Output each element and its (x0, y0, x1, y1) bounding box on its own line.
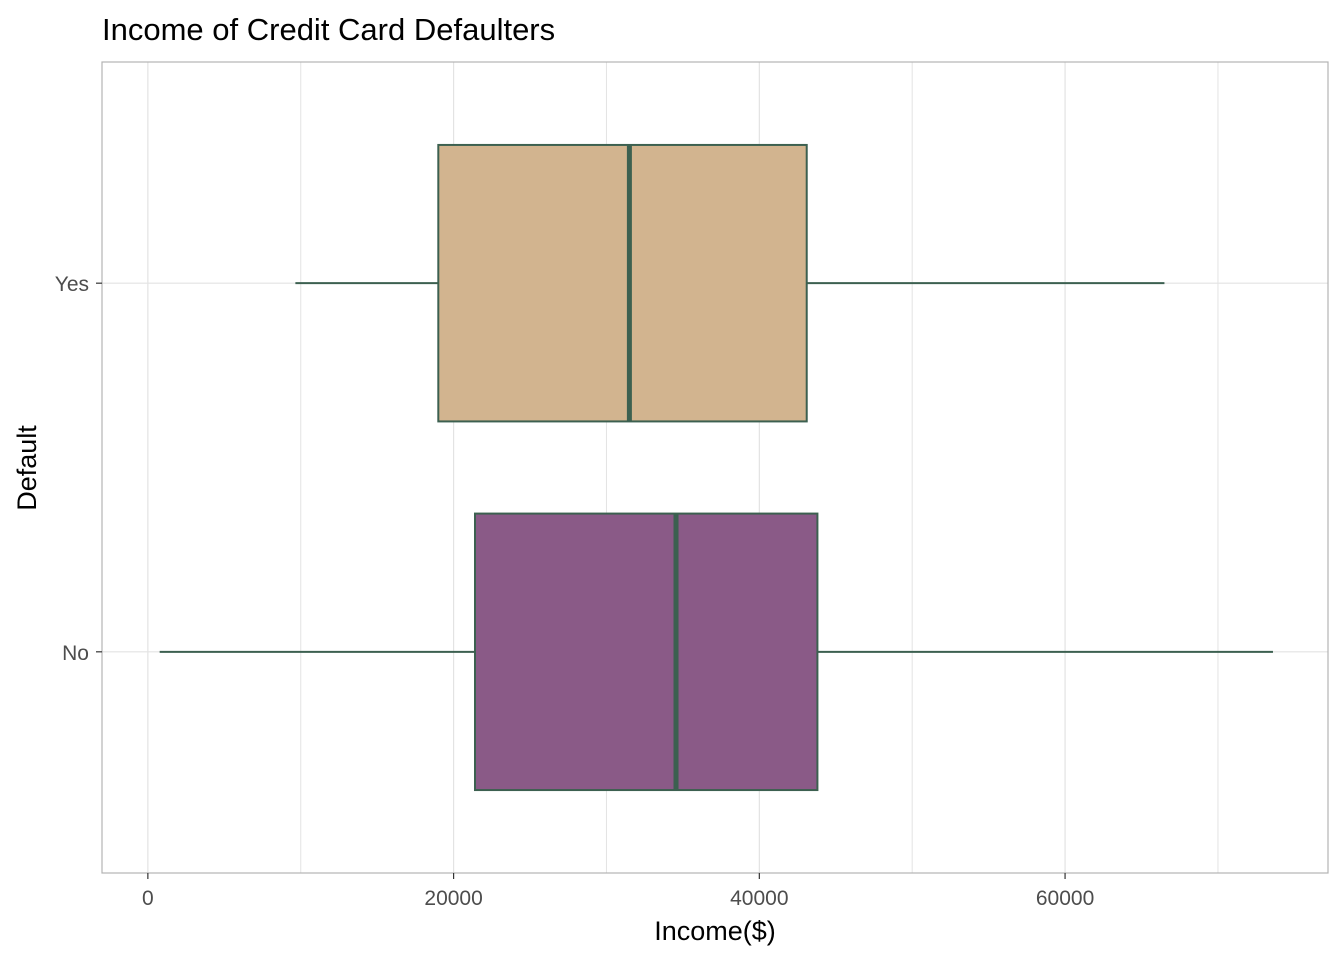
y-axis-ticks: No Yes (55, 273, 102, 665)
x-tick-label: 40000 (730, 887, 788, 910)
iqr-box (437, 143, 808, 423)
panel-border (101, 61, 1329, 874)
x-tick-label: 0 (142, 887, 154, 910)
chart-title: Income of Credit Card Defaulters (102, 12, 555, 47)
y-axis-title: Default (12, 425, 42, 511)
box-yes (295, 143, 1165, 423)
y-tick-label-no: No (62, 642, 89, 665)
box-no (159, 512, 1273, 792)
boxes (159, 143, 1273, 792)
x-tick-label: 60000 (1036, 887, 1094, 910)
x-tick-label: 20000 (424, 887, 482, 910)
y-tick-label-yes: Yes (55, 273, 89, 296)
x-axis-title: Income($) (654, 916, 776, 946)
x-axis-ticks: 0 20000 40000 60000 (142, 873, 1094, 910)
iqr-box (473, 512, 819, 792)
